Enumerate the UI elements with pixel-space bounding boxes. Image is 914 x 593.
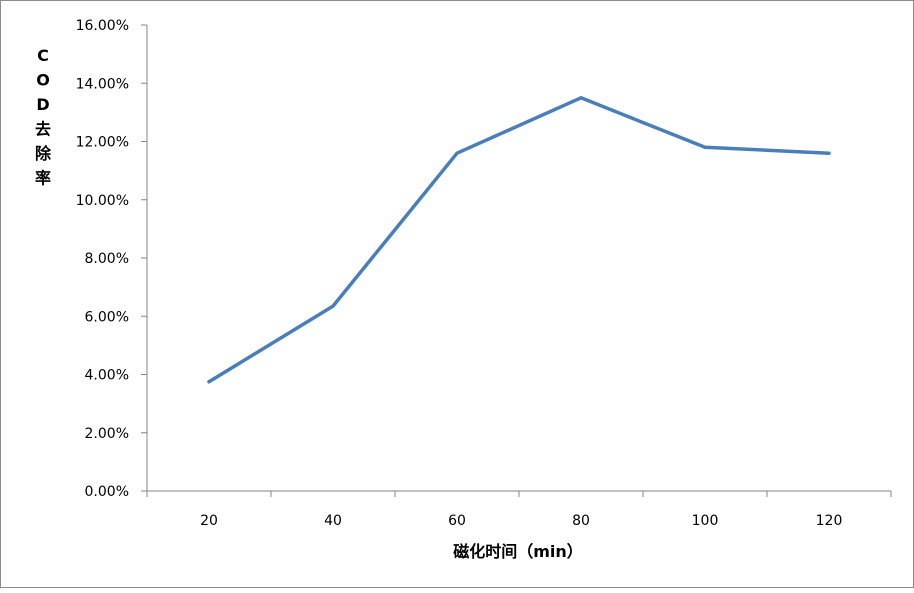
y-tick-label: 0.00% [85, 484, 129, 500]
series-line [207, 96, 831, 384]
data-point [579, 96, 583, 100]
data-point [703, 145, 707, 149]
data-point [455, 151, 459, 155]
x-tick-labels: 20 40 60 80 100 120 [200, 513, 842, 529]
x-tick-label: 120 [816, 513, 843, 529]
y-tick-label: 6.00% [85, 309, 129, 325]
y-axis-title-char: 除 [35, 144, 52, 163]
y-tick-label: 10.00% [76, 193, 129, 209]
y-axis-title-char: D [36, 95, 49, 114]
y-tick-labels: 0.00% 2.00% 4.00% 6.00% 8.00% 10.00% 12.00% 14.… [76, 18, 129, 500]
y-axis-title-char: C [37, 46, 49, 65]
x-tick-label: 100 [692, 513, 719, 529]
y-tick-label: 8.00% [85, 251, 129, 267]
data-point [207, 380, 211, 384]
x-tick-label: 80 [572, 513, 590, 529]
y-tick-label: 2.00% [85, 426, 129, 442]
y-axis-title-char: 率 [35, 169, 51, 188]
x-tick-label: 40 [324, 513, 342, 529]
axes [141, 24, 892, 497]
y-tick-label: 16.00% [76, 18, 129, 34]
y-tick-label: 14.00% [76, 76, 129, 92]
y-tick-label: 12.00% [76, 135, 129, 151]
x-tick-label: 60 [448, 513, 466, 529]
y-tick-label: 4.00% [85, 368, 129, 384]
y-axis-title-char: 去 [35, 120, 51, 139]
x-tick-label: 20 [200, 513, 218, 529]
data-point [331, 304, 335, 308]
series [207, 96, 831, 384]
data-point [827, 151, 831, 155]
y-axis-title-char: O [36, 71, 50, 90]
x-axis-title: 磁化时间（min） [453, 542, 583, 561]
